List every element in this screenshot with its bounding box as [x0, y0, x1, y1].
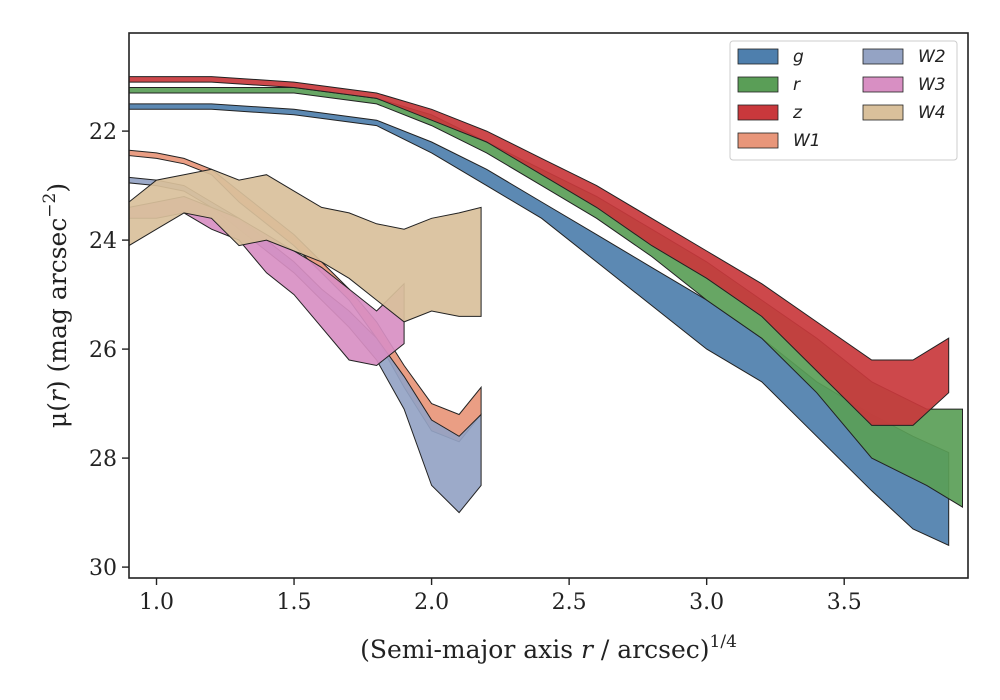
x-tick-label: 1.5: [277, 590, 312, 615]
legend-item-w4: W4: [862, 103, 946, 123]
y-tick-label: 24: [89, 229, 117, 254]
legend-item-w2: W2: [862, 47, 946, 67]
legend-item-z: z: [737, 103, 803, 123]
legend-box: [729, 40, 958, 161]
legend-item-w1: W1: [737, 131, 821, 151]
legend-label: W1: [793, 131, 821, 151]
legend-swatch: [737, 76, 779, 93]
series-bands: [128, 76, 963, 547]
legend-label: g: [793, 47, 804, 67]
y-tick-label: 28: [89, 447, 117, 472]
x-tick-label: 2.0: [414, 590, 449, 615]
y-tick-label: 30: [89, 556, 117, 581]
y-axis-label: μ(r) (mag arcsec−2): [40, 183, 72, 428]
legend-swatch: [862, 48, 904, 65]
legend-label: W4: [918, 103, 946, 123]
band-w4: [128, 168, 482, 323]
legend-label: W2: [918, 47, 946, 67]
plot-frame: [128, 32, 969, 579]
x-tick-label: 3.5: [827, 590, 862, 615]
x-axis-ticks: 1.0 1.5 2.0 2.5 3.0 3.5: [139, 578, 862, 615]
x-axis-label: (Semi-major axis r / arcsec)1/4: [360, 632, 737, 664]
legend: grz W1 W2 W3 W4: [729, 40, 958, 161]
band-g: [128, 103, 950, 547]
x-tick-label: 3.0: [689, 590, 724, 615]
legend-swatch: [737, 104, 779, 121]
y-tick-label: 26: [89, 338, 117, 363]
legend-item-r: r: [737, 75, 801, 95]
legend-swatch: [737, 132, 779, 149]
legend-item-g: g: [737, 47, 804, 67]
legend-label: W3: [918, 75, 946, 95]
band-z: [128, 76, 950, 426]
legend-item-w3: W3: [862, 75, 946, 95]
x-tick-label: 2.5: [552, 590, 587, 615]
legend-swatch: [862, 76, 904, 93]
x-tick-label: 1.0: [139, 590, 174, 615]
legend-swatch: [737, 48, 779, 65]
legend-label: r: [793, 75, 801, 95]
legend-label: z: [792, 103, 803, 123]
y-axis-ticks: 22 24 26 28 30: [89, 120, 129, 581]
y-tick-label: 22: [89, 120, 117, 145]
legend-swatch: [862, 104, 904, 121]
